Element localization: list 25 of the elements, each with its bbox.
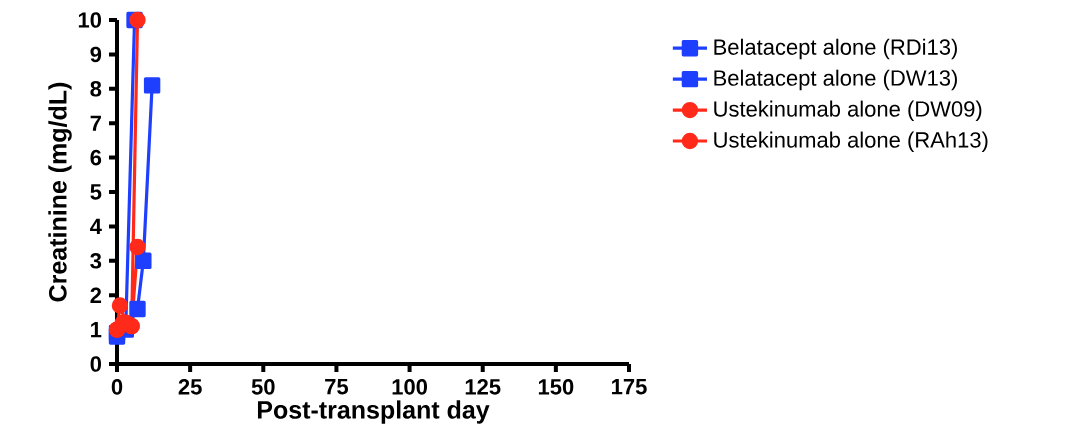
y-tick-label: 2 [90, 287, 102, 303]
x-tick-label: 100 [392, 379, 428, 395]
x-tick-label: 75 [325, 379, 349, 395]
y-tick-label: 5 [90, 184, 102, 200]
y-axis-title: Creatinine (mg/dL) [48, 82, 72, 302]
y-tick-label: 8 [90, 81, 102, 97]
y-tick-label: 6 [90, 149, 102, 166]
x-tick-label: 150 [538, 379, 574, 395]
x-tick-label: 125 [465, 379, 501, 395]
legend-label: Belatacept alone (RDi13) [714, 38, 957, 60]
x-tick-label: 0 [111, 379, 123, 395]
x-tick-label: 50 [251, 379, 275, 395]
y-tick-label: 9 [90, 46, 102, 63]
y-tick-label: 3 [90, 253, 102, 269]
y-tick-label: 10 [78, 12, 102, 28]
x-tick-label: 25 [178, 379, 202, 395]
y-tick-label: 4 [90, 218, 102, 234]
legend-label: Ustekinumab alone (DW09) [714, 100, 982, 122]
y-tick-label: 7 [90, 115, 101, 131]
legend-label: Ustekinumab alone (RAh13) [714, 131, 988, 153]
x-axis-title: Post-transplant day [257, 400, 490, 424]
y-tick-label: 1 [91, 322, 102, 338]
legend-label: Belatacept alone (DW13) [714, 69, 957, 91]
y-tick-label: 0 [90, 356, 102, 372]
x-tick-label: 175 [612, 379, 647, 395]
